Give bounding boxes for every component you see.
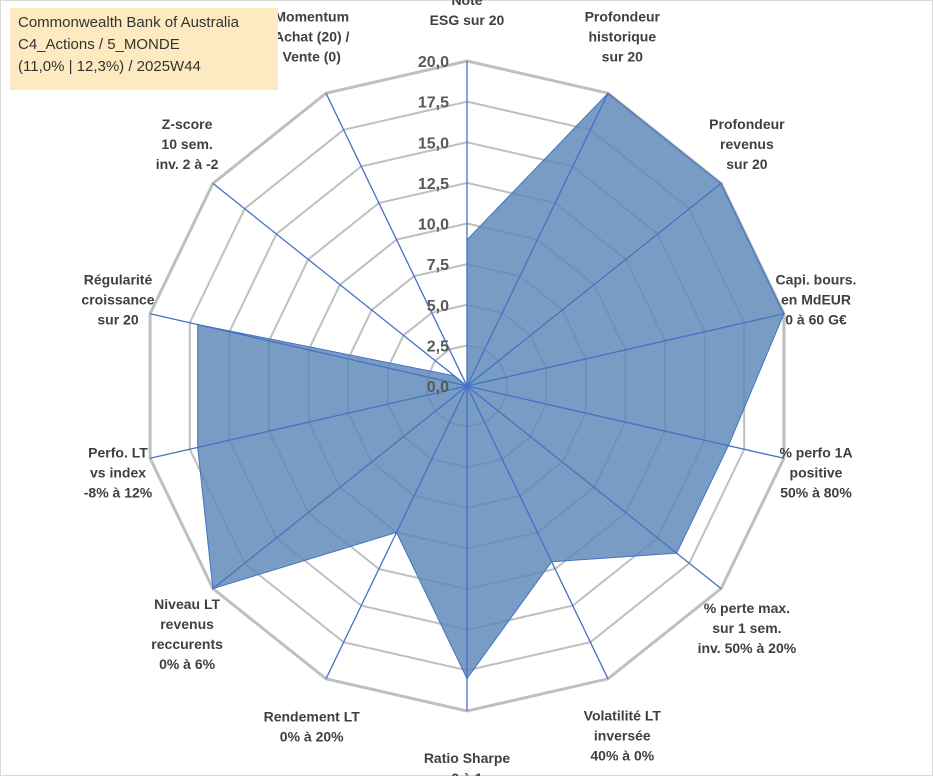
axis-label-7-line-0: Ratio Sharpe	[424, 750, 511, 766]
axis-spoke-9	[212, 385, 468, 590]
axis-label-8-line-1: 0% à 20%	[280, 729, 344, 745]
axis-label-8: Rendement LT 0% à 20%	[264, 709, 361, 745]
axis-label-13-line-0: Momentum	[274, 8, 349, 24]
axis-label-4: % perfo 1A positive 50% à 80%	[779, 444, 852, 500]
axis-label-8-line-0: Rendement LT	[264, 709, 361, 725]
axis-label-6-line-0: Volatilité LT	[584, 708, 662, 724]
axis-label-3-line-2: 0 à 60 G€	[785, 312, 847, 328]
axis-label-1-line-0: Profondeur	[585, 8, 661, 24]
axis-label-7: Ratio Sharpe 0 à 1	[424, 750, 511, 776]
tick-label-7: 17,5	[418, 95, 449, 112]
axis-label-4-line-1: positive	[790, 464, 843, 480]
chart-title-line-2: C4_Actions / 5_MONDE	[18, 36, 180, 53]
axis-label-12-line-2: inv. 2 à -2	[156, 156, 219, 172]
axis-label-10: Perfo. LT vs index -8% à 12%	[84, 444, 153, 500]
tick-label-1: 2,5	[427, 338, 449, 355]
axis-label-3-line-0: Capi. bours.	[776, 272, 857, 288]
axis-label-6-line-1: inversée	[594, 728, 651, 744]
axis-label-2-line-0: Profondeur	[709, 116, 785, 132]
axis-label-2-line-1: revenus	[720, 136, 774, 152]
axis-label-1-line-2: sur 20	[602, 48, 643, 64]
axis-label-9-line-1: revenus	[160, 616, 214, 632]
axis-spoke-8	[325, 385, 468, 680]
chart-title-line-1: Commonwealth Bank of Australia	[18, 14, 239, 31]
axis-label-9-line-3: 0% à 6%	[159, 656, 216, 672]
axis-label-2-line-2: sur 20	[726, 156, 767, 172]
axis-label-5: % perte max. sur 1 sem. inv. 50% à 20%	[698, 600, 797, 656]
axis-label-11: Régularité croissance sur 20	[81, 272, 154, 328]
axis-spoke-2	[466, 182, 722, 387]
axis-label-1-line-1: historique	[588, 28, 656, 44]
axis-label-11-line-1: croissance	[81, 292, 154, 308]
axis-label-13: Momentum Achat (20) / Vente (0)	[274, 8, 350, 64]
axis-label-5-line-2: inv. 50% à 20%	[698, 640, 797, 656]
series-layer	[196, 92, 785, 680]
axis-spoke-11	[149, 313, 468, 387]
axis-label-13-line-2: Vente (0)	[283, 48, 341, 64]
tick-label-2: 5,0	[427, 298, 449, 315]
axis-label-5-line-1: sur 1 sem.	[712, 620, 781, 636]
axis-label-12: Z-score 10 sem. inv. 2 à -2	[156, 116, 219, 172]
axis-label-6-line-2: 40% à 0%	[590, 748, 654, 764]
axis-spoke-1	[466, 92, 609, 387]
spoke-layer	[149, 61, 785, 711]
chart-title-box: Commonwealth Bank of Australia C4_Action…	[10, 8, 278, 90]
tick-label-5: 12,5	[418, 176, 449, 193]
axis-label-9-line-0: Niveau LT	[154, 596, 220, 612]
series-area-0	[197, 92, 785, 680]
axis-label-4-line-2: 50% à 80%	[780, 484, 852, 500]
axis-label-3: Capi. bours. en MdEUR 0 à 60 G€	[776, 272, 857, 328]
axis-label-11-line-0: Régularité	[84, 272, 153, 288]
axis-label-11-line-2: sur 20	[97, 312, 138, 328]
label-layer: Note ESG sur 20 Profondeur historique sur 20…	[81, 0, 856, 776]
axis-label-0: Note ESG sur 20	[430, 0, 505, 28]
axis-spoke-3	[466, 313, 785, 387]
axis-spoke-6	[466, 385, 609, 680]
tick-label-6: 15,0	[418, 135, 449, 152]
axis-label-7-line-1: 0 à 1	[451, 770, 482, 776]
axis-label-12-line-0: Z-score	[162, 116, 213, 132]
axis-spoke-13	[325, 92, 468, 387]
axis-label-0-line-1: ESG sur 20	[430, 12, 505, 28]
tick-label-4: 10,0	[418, 217, 449, 234]
axis-label-9: Niveau LT revenus reccurents 0% à 6%	[151, 596, 223, 672]
axis-label-1: Profondeur historique sur 20	[585, 8, 661, 64]
axis-label-3-line-1: en MdEUR	[781, 292, 851, 308]
tick-layer: 0,0 2,5 5,0 7,5 10,0 12,5 15,0 17,5 20,0	[418, 54, 449, 396]
axis-label-5-line-0: % perte max.	[704, 600, 790, 616]
axis-label-12-line-1: 10 sem.	[161, 136, 212, 152]
axis-label-0-line-0: Note	[451, 0, 482, 8]
axis-label-2: Profondeur revenus sur 20	[709, 116, 785, 172]
axis-label-6: Volatilité LT inversée 40% à 0%	[584, 708, 662, 764]
axis-spoke-10	[149, 385, 468, 459]
tick-label-0: 0,0	[427, 379, 449, 396]
axis-label-13-line-1: Achat (20) /	[274, 28, 350, 44]
axis-label-4-line-0: % perfo 1A	[779, 444, 852, 460]
axis-spoke-12	[212, 182, 468, 387]
chart-title-line-3: (11,0% | 12,3%) / 2025W44	[18, 58, 201, 75]
axis-label-10-line-1: vs index	[90, 464, 146, 480]
axis-spoke-5	[466, 385, 722, 590]
tick-label-8: 20,0	[418, 54, 449, 71]
axis-spoke-4	[466, 385, 785, 459]
axis-label-10-line-0: Perfo. LT	[88, 444, 148, 460]
axis-label-10-line-2: -8% à 12%	[84, 484, 153, 500]
tick-label-3: 7,5	[427, 257, 449, 274]
axis-label-9-line-2: reccurents	[151, 636, 223, 652]
